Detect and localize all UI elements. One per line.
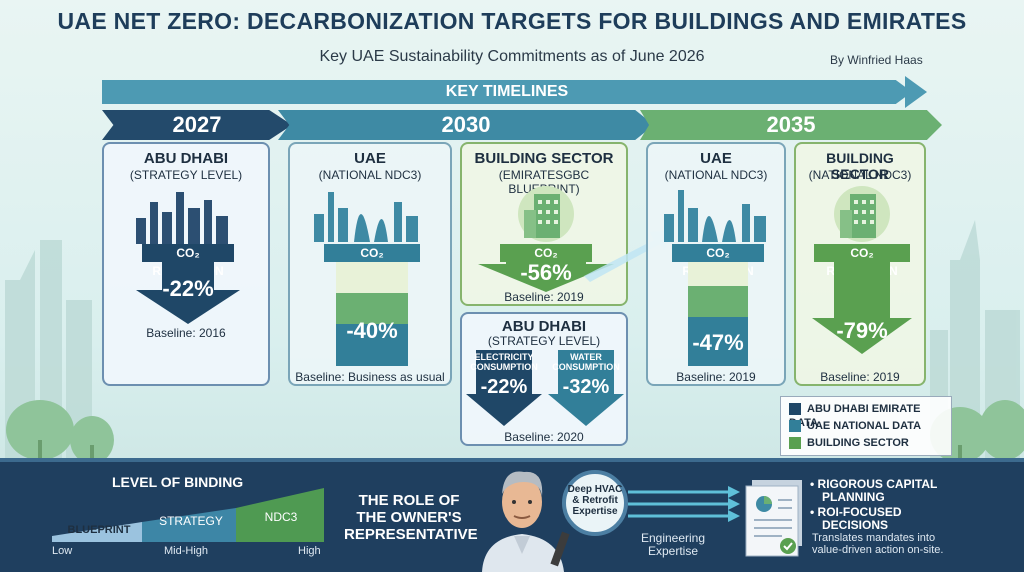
reduction-bar-remaining	[336, 293, 408, 324]
card-building-sector-2035: BUILDING SECTOR (NATIONAL NDC3) CO₂ REDU…	[794, 142, 926, 386]
electricity-value: -22%	[480, 376, 528, 398]
water-arrow	[548, 350, 624, 426]
scale-high: High	[298, 545, 321, 557]
arrow-down-icon	[812, 262, 912, 354]
legend-item-uae: UAE NATIONAL DATA	[789, 419, 921, 433]
bullet-roi-decisions: • ROI-FOCUSED DECISIONS	[810, 505, 902, 532]
co2-reduction-label: CO₂ REDUCTION	[142, 244, 234, 278]
card-uae-2035: UAE (NATIONAL NDC3) CO₂ REDUCTION -47% B…	[646, 142, 786, 386]
baseline-text: Baseline: 2019	[676, 370, 756, 384]
electricity-arrow	[466, 350, 542, 426]
binding-blueprint: BLUEPRINT	[67, 524, 131, 536]
reduction-value: -47%	[692, 330, 744, 355]
binding-wedge	[52, 488, 324, 542]
co2-reduction-label: CO₂ REDUCTION	[814, 244, 910, 278]
card-title: BUILDING SECTOR	[474, 150, 614, 167]
water-label: WATER CONSUMPTION	[552, 352, 620, 372]
arrow-down-icon	[478, 260, 614, 292]
reduction-value: -40%	[346, 318, 398, 343]
baseline-text: Baseline: 2019	[504, 290, 584, 304]
co2-reduction-label: CO₂ REDUCTION	[672, 244, 764, 278]
card-title: UAE	[354, 150, 386, 167]
binding-ndc3: NDC3	[264, 510, 298, 524]
city-skyline-icon	[664, 190, 766, 242]
card-building-sector-2030: BUILDING SECTOR (EMIRATESGBC BLUEPRINT) …	[460, 142, 628, 306]
card-subtitle: (NATIONAL NDC3)	[664, 168, 768, 182]
year-2027-banner: 2027	[102, 110, 292, 140]
card-title: BUILDING SECTOR	[826, 150, 894, 182]
flow-arrows	[628, 486, 740, 522]
byline: By Winfried Haas	[830, 53, 923, 67]
person-illustration	[482, 471, 564, 572]
card-title: ABU DHABI	[143, 150, 229, 167]
year-2035-banner: 2035	[640, 110, 942, 140]
year-2030-banner: 2030	[278, 110, 654, 140]
reduction-value: -79%	[836, 318, 888, 343]
magnifier-icon	[562, 470, 628, 536]
legend-item-abu-dhabi: ABU DHABI EMIRATE DATA	[789, 403, 921, 429]
reduction-bar-remaining	[688, 286, 748, 317]
binding-strategy: STRATEGY	[159, 514, 223, 528]
card-subtitle: (NATIONAL NDC3)	[808, 168, 912, 182]
legend: ABU DHABI EMIRATE DATA UAE NATIONAL DATA…	[780, 396, 952, 456]
card-abu-dhabi-2030: ABU DHABI (STRATEGY LEVEL) ELECTRICITY CO…	[460, 312, 628, 446]
reduction-value: -56%	[520, 260, 572, 285]
engineering-expertise: Engineering Expertise	[640, 531, 706, 558]
document-icon	[745, 480, 802, 557]
key-timelines-bar: KEY TIMELINES	[102, 80, 912, 104]
card-abu-dhabi-2027: ABU DHABI (STRATEGY LEVEL) CO₂ REDUCTION…	[102, 142, 270, 386]
card-title: UAE	[700, 150, 732, 167]
reduction-value: -22%	[162, 276, 214, 301]
water-value: -32%	[562, 376, 610, 398]
bottom-divider	[0, 458, 1024, 464]
baseline-text: Baseline: 2019	[820, 370, 900, 384]
page-subtitle: Key UAE Sustainability Commitments as of…	[319, 48, 705, 65]
baseline-text: Baseline: Business as usual	[295, 370, 445, 384]
key-timelines-arrow	[905, 76, 927, 108]
card-subtitle: (STRATEGY LEVEL)	[129, 168, 243, 182]
baseline-text: Baseline: 2020	[504, 430, 584, 444]
card-uae-2030: UAE (NATIONAL NDC3) CO₂ REDUCTION -40% B…	[288, 142, 452, 386]
lens-text: Deep HVAC & Retrofit Expertise	[567, 484, 623, 517]
electricity-label: ELECTRICITY CONSUMPTION	[470, 352, 538, 372]
card-subtitle: (STRATEGY LEVEL)	[487, 334, 601, 348]
scale-mid-high: Mid-High	[164, 545, 209, 557]
co2-reduction-label: CO₂ REDUCTION	[324, 244, 420, 278]
reduction-bar	[336, 324, 408, 366]
building-icon	[834, 186, 890, 242]
legend-item-building: BUILDING SECTOR	[789, 436, 909, 450]
city-skyline-icon	[314, 192, 418, 242]
role-note: Translates mandates into value-driven act…	[812, 532, 944, 556]
card-title: ABU DHABI	[501, 318, 587, 335]
scale-low: Low	[52, 545, 73, 557]
bullet-capital-planning: • RIGOROUS CAPITAL PLANNING	[810, 477, 938, 504]
role-title: THE ROLE OF THE OWNER'S REPRESENTATIVE	[344, 492, 478, 543]
reduction-bar	[688, 317, 748, 366]
city-skyline-icon	[136, 192, 228, 244]
baseline-text: Baseline: 2016	[146, 326, 226, 340]
arrow-down-icon	[136, 262, 240, 324]
card-subtitle: (NATIONAL NDC3)	[318, 168, 422, 182]
level-of-binding-title: LEVEL OF BINDING	[112, 474, 244, 490]
page-title: UAE NET ZERO: DECARBONIZATION TARGETS FO…	[57, 8, 967, 34]
building-icon	[518, 186, 574, 242]
